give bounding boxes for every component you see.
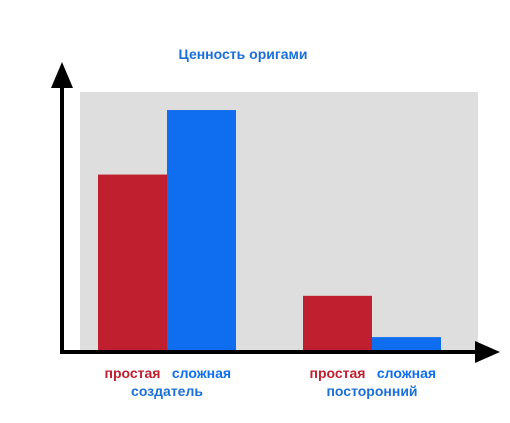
y-axis-arrow-icon bbox=[51, 62, 73, 88]
x-axis-arrow-icon bbox=[475, 341, 500, 363]
bar-label: сложная bbox=[172, 365, 231, 381]
y-axis bbox=[51, 62, 73, 354]
bar-1-1 bbox=[98, 174, 167, 350]
bar-1-2 bbox=[167, 110, 236, 350]
bar-label: простая bbox=[310, 365, 366, 381]
bars-layer bbox=[98, 110, 441, 350]
group-label: создатель bbox=[131, 383, 203, 399]
chart-title: Ценность оригами bbox=[179, 46, 308, 62]
labels-layer: простая сложная создатель простая сложная пос… bbox=[105, 365, 437, 399]
group-label: посторонний bbox=[326, 383, 417, 399]
bar-2-2 bbox=[372, 337, 441, 350]
x-axis bbox=[60, 341, 500, 363]
bar-label: простая bbox=[105, 365, 161, 381]
bar-label: сложная bbox=[377, 365, 436, 381]
bar-2-1 bbox=[303, 295, 372, 350]
